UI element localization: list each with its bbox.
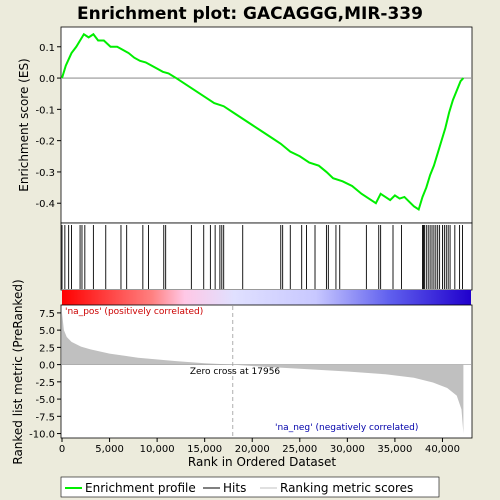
es-ytick-label: -0.2 xyxy=(35,137,55,148)
x-tick-label: 40,000 xyxy=(425,444,460,455)
es-panel-frame xyxy=(60,26,473,224)
pos-label: 'na_pos' (positively correlated) xyxy=(65,307,203,317)
neg-label: 'na_neg' (negatively correlated) xyxy=(275,423,418,433)
metric-ytick-label: -10.0 xyxy=(29,430,55,441)
es-ytick-label: -0.4 xyxy=(35,199,55,210)
legend-enrichment-label: Enrichment profile xyxy=(85,481,196,495)
metric-ylabel: Ranked list metric (PreRanked) xyxy=(11,279,25,464)
zero-cross-label: Zero cross at 17956 xyxy=(190,367,281,377)
metric-panel-frame xyxy=(60,304,473,439)
metric-ytick-label: 0.0 xyxy=(39,361,55,372)
legend-metric-label: Ranking metric scores xyxy=(280,481,413,495)
metric-ytick-label: -7.5 xyxy=(35,412,55,423)
metric-ytick-label: 5.0 xyxy=(39,326,55,337)
x-tick-label: 35,000 xyxy=(377,444,412,455)
x-tick-label: 25,000 xyxy=(282,444,317,455)
chart-title: Enrichment plot: GACAGGG,MIR-339 xyxy=(77,4,423,24)
legend-hits-label: Hits xyxy=(223,481,246,495)
es-ytick-label: -0.1 xyxy=(35,105,55,116)
es-ytick-label: 0.0 xyxy=(39,74,55,85)
hits-panel-frame xyxy=(60,222,473,291)
metric-ytick-label: 2.5 xyxy=(39,343,55,354)
metric-ytick-label: -2.5 xyxy=(35,378,55,389)
x-tick-label: 10,000 xyxy=(140,444,175,455)
x-axis-label: Rank in Ordered Dataset xyxy=(188,455,336,469)
metric-ytick-label: 7.5 xyxy=(39,309,55,320)
es-ytick-label: -0.3 xyxy=(35,168,55,179)
ranking-metric-area xyxy=(62,312,464,434)
enrichment-profile-line xyxy=(61,32,465,212)
x-tick-label: 30,000 xyxy=(330,444,365,455)
legend-box xyxy=(60,476,440,498)
rank-color-bar xyxy=(62,290,471,305)
es-ylabel: Enrichment score (ES) xyxy=(17,58,31,191)
es-ytick-label: 0.1 xyxy=(39,43,55,54)
metric-ytick-label: -5.0 xyxy=(35,395,55,406)
x-tick-label: 15,000 xyxy=(187,444,222,455)
x-tick-label: 20,000 xyxy=(235,444,270,455)
x-tick-label: 5,000 xyxy=(95,444,124,455)
x-tick-label: 0 xyxy=(59,444,65,455)
